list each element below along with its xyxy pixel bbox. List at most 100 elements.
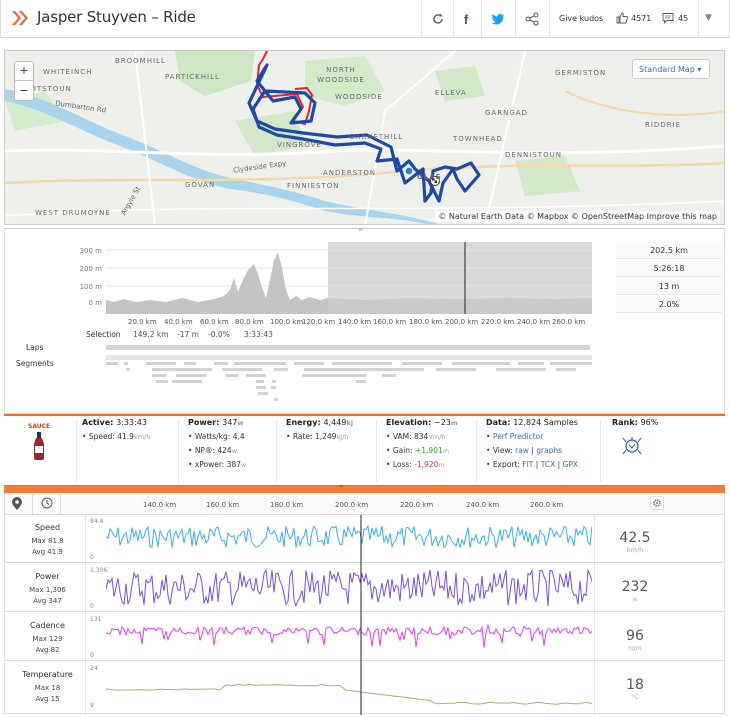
divider	[32, 494, 33, 514]
elevation-chart[interactable]	[106, 242, 592, 314]
power-trace	[106, 568, 592, 608]
x-tick: 160.0 km	[206, 501, 240, 509]
streams-chart[interactable]	[106, 515, 592, 715]
stream-max: Max 1,306	[29, 586, 66, 594]
map-style-select[interactable]: Standard Map ▾	[632, 59, 710, 79]
rank-badge-icon	[622, 437, 642, 455]
stream-name: Speed	[34, 523, 61, 532]
share-icon[interactable]	[523, 10, 541, 28]
rate-label: Rate:	[292, 432, 313, 441]
map-attribution[interactable]: © Natural Earth Data © Mapbox © OpenStre…	[435, 211, 720, 222]
map-label: GARNETHILL	[349, 133, 404, 141]
x-tick: 180.0 km	[270, 501, 304, 509]
map-label: VINGROVE	[277, 141, 322, 149]
refresh-icon[interactable]	[429, 10, 447, 28]
stream-unit: rpm	[628, 644, 642, 652]
streams-divider[interactable]	[4, 486, 725, 493]
stream-row-power	[4, 564, 725, 612]
energy-value: 4,449	[323, 418, 347, 427]
segments-label: Segments	[16, 359, 54, 368]
zoom-control: + −	[14, 61, 34, 101]
divider	[376, 420, 377, 482]
unit: kJ	[346, 419, 354, 427]
streams-axis: 140.0 km 160.0 km 180.0 km 200.0 km 220.…	[100, 501, 590, 511]
sample-count: 12,824 Samples	[513, 418, 578, 427]
stream-y-bottom: 0	[90, 652, 94, 659]
selection-label: Selection	[86, 330, 121, 339]
stream-y-top: 1,306	[90, 567, 108, 574]
stream-name: Power	[35, 572, 60, 581]
clock-icon[interactable]	[41, 497, 53, 511]
unit: m	[442, 447, 450, 455]
zoom-out-button[interactable]: −	[19, 84, 29, 97]
divider	[481, 0, 482, 38]
map-label: DENNISTOUN	[505, 151, 562, 159]
unit: m	[438, 461, 445, 469]
export-tcx-link[interactable]: TCX	[540, 460, 556, 469]
segments-track[interactable]	[106, 355, 592, 411]
x-tick: 120.0 km	[302, 318, 336, 326]
map-label: RIDDRIE	[645, 121, 682, 129]
zoom-in-button[interactable]: +	[15, 62, 33, 81]
give-kudos-button[interactable]: Give kudos	[559, 14, 604, 23]
elevation-panel	[4, 228, 725, 414]
map-label: WEST DRUMOYNE	[35, 209, 111, 217]
unit: w	[241, 461, 247, 469]
x-tick: 140.0 km	[338, 318, 372, 326]
elevation-value: ~23	[434, 418, 451, 427]
lap-bar[interactable]	[106, 345, 590, 350]
view-graphs-link[interactable]: graphs	[536, 446, 563, 455]
map-label: BROOMHILL	[115, 57, 166, 65]
rank-stats: Rank: 96%	[612, 418, 658, 427]
thumbs-up-icon[interactable]	[613, 9, 631, 27]
x-tick: 220.0 km	[481, 318, 515, 326]
map-label: SCOTSTOUN	[19, 85, 72, 93]
map-pin-icon[interactable]	[12, 497, 22, 512]
map-label: TOWNHEAD	[453, 135, 503, 143]
collapse-icon[interactable]: ⌃	[338, 484, 344, 492]
x-tick: 180.0 km	[409, 318, 443, 326]
loss-value: -1,920	[414, 460, 439, 469]
settings-button[interactable]	[650, 496, 664, 510]
stat-duration: 5:26:18	[616, 260, 722, 277]
unit: w	[237, 419, 244, 427]
stream-row-speed	[4, 515, 725, 563]
speed-value: 41.9	[117, 432, 134, 441]
x-tick: 200.0 km	[445, 318, 479, 326]
stream-row-cadence	[4, 613, 725, 661]
x-tick: 260.0 km	[552, 318, 586, 326]
stream-row-temperature	[4, 662, 725, 714]
view-raw-link[interactable]: raw	[515, 446, 529, 455]
twitter-icon[interactable]	[489, 10, 507, 28]
export-fit-link[interactable]: FIT	[522, 460, 534, 469]
stream-unit: °C	[631, 693, 639, 701]
stream-y-bottom: 0	[90, 603, 94, 610]
stream-unit: w	[632, 595, 638, 603]
energy-stats: Energy: 4,449kJ • Rate: 1,249kJ/h	[286, 418, 354, 441]
comment-icon[interactable]	[659, 9, 677, 27]
stream-current-value: 232	[621, 579, 649, 595]
np-label: NP®:	[194, 446, 215, 455]
drag-handle-icon[interactable]: ≡	[358, 226, 364, 233]
divider	[421, 0, 422, 38]
y-axis-label: 200 m	[79, 265, 102, 273]
x-tick: 240.0 km	[466, 501, 500, 509]
stream-current-value: 96	[626, 628, 644, 644]
stat-grade: 2.0%	[616, 296, 722, 313]
stream-current-value: 18	[626, 677, 644, 693]
power-value: 347	[222, 418, 238, 427]
facebook-icon[interactable]: f	[463, 11, 469, 27]
selection-time: 3:33:43	[244, 330, 273, 339]
active-stats: Active: 3:33:43 • Speed: 41.9km/h	[82, 418, 151, 441]
chevron-down-icon[interactable]: ▼	[705, 13, 712, 23]
perf-predictor-link[interactable]: Perf Predictor	[492, 432, 544, 441]
x-tick: 80.0 km	[235, 318, 264, 326]
export-gpx-link[interactable]: GPX	[562, 460, 578, 469]
xpower-label: xPower:	[194, 460, 225, 469]
temperature-trace	[106, 683, 592, 705]
route-map[interactable]: BROOMHILL PARTICKHILL WHITEINCH SCOTSTOU…	[4, 50, 725, 225]
sauce-bottle-icon	[34, 432, 44, 460]
y-axis-label: 300 m	[79, 247, 102, 255]
speed-trace	[106, 524, 592, 549]
map-label: NORTH WOODSIDE	[317, 66, 365, 84]
